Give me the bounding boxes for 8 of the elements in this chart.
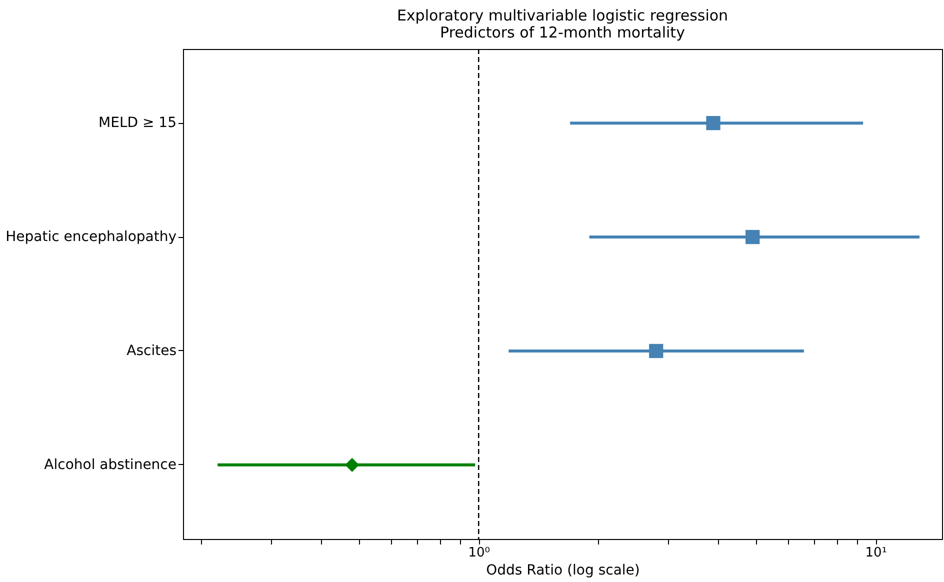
x-axis-title: Odds Ratio (log scale) [486,562,640,578]
y-tick-label: Ascites [126,342,176,359]
chart-title: Exploratory multivariable logistic regression Predictors of 12-month mortality [396,6,728,42]
y-tick-label: Hepatic encephalopathy [6,229,176,246]
y-tick-label: MELD ≥ 15 [98,115,176,132]
y-tick-label: Alcohol abstinence [44,456,176,473]
x-tick-label: 10⁰ [468,546,490,560]
x-tick-label: 10¹ [865,546,887,560]
